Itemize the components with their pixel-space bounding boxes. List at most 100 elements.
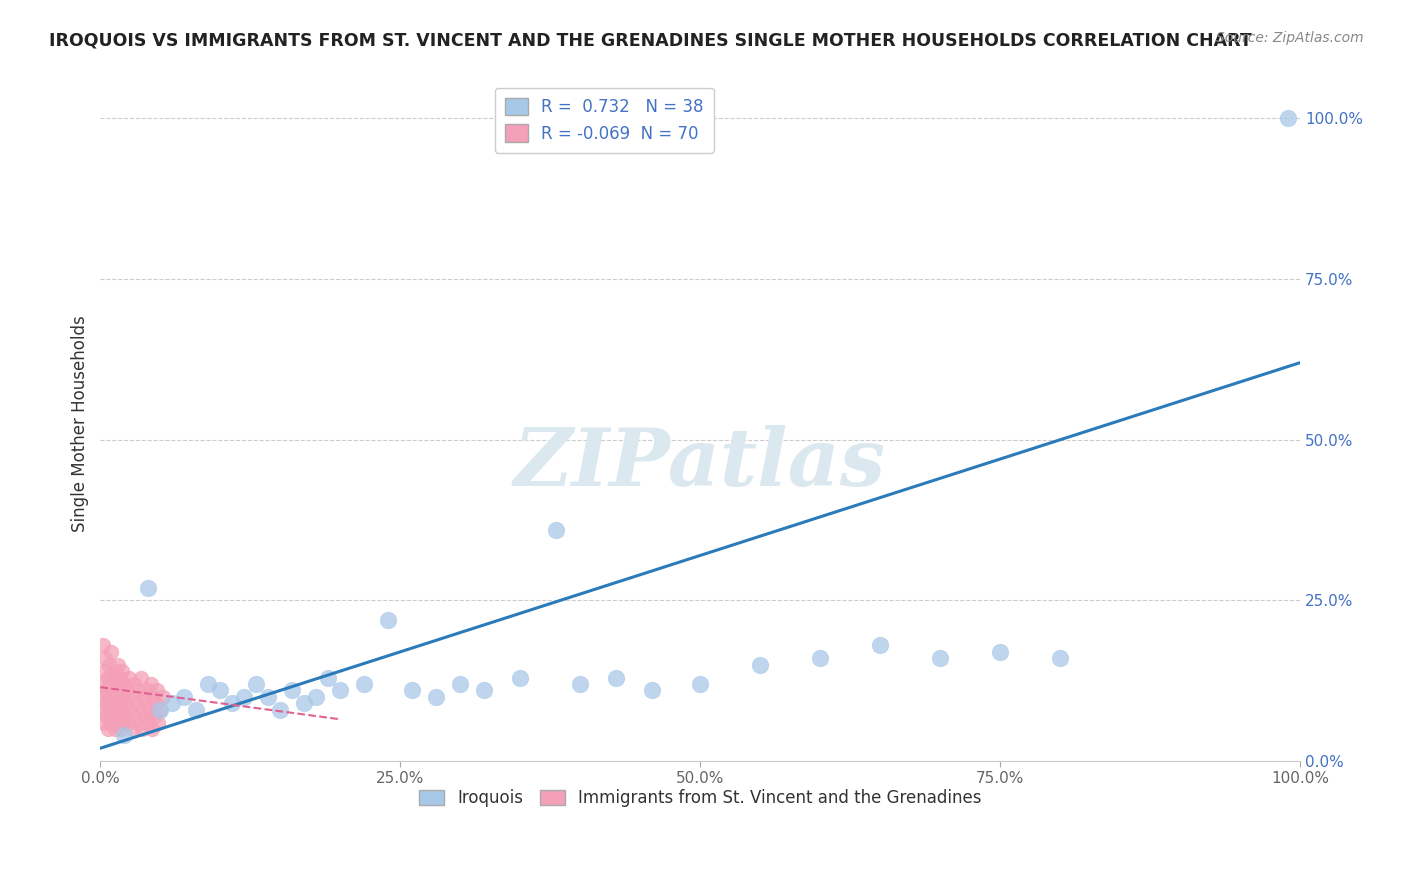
Point	[93, 715, 115, 730]
Point	[449, 677, 471, 691]
Point	[91, 639, 114, 653]
Point	[104, 703, 127, 717]
Point	[103, 683, 125, 698]
Point	[605, 671, 627, 685]
Point	[121, 722, 143, 736]
Point	[104, 722, 127, 736]
Point	[94, 651, 117, 665]
Point	[104, 664, 127, 678]
Point	[112, 715, 135, 730]
Point	[114, 696, 136, 710]
Point	[162, 696, 184, 710]
Point	[173, 690, 195, 704]
Point	[98, 703, 121, 717]
Point	[108, 671, 131, 685]
Point	[209, 683, 232, 698]
Point	[104, 677, 127, 691]
Point	[90, 677, 112, 691]
Point	[112, 728, 135, 742]
Point	[112, 677, 135, 691]
Point	[115, 683, 138, 698]
Point	[94, 696, 117, 710]
Point	[929, 651, 952, 665]
Point	[139, 677, 162, 691]
Point	[97, 657, 120, 672]
Point	[143, 709, 166, 723]
Point	[129, 703, 152, 717]
Point	[641, 683, 664, 698]
Point	[197, 677, 219, 691]
Point	[100, 645, 122, 659]
Point	[281, 683, 304, 698]
Point	[145, 683, 167, 698]
Point	[425, 690, 447, 704]
Point	[509, 671, 531, 685]
Point	[96, 709, 118, 723]
Point	[292, 696, 315, 710]
Point	[96, 722, 118, 736]
Point	[96, 683, 118, 698]
Point	[100, 715, 122, 730]
Point	[377, 613, 399, 627]
Point	[546, 523, 568, 537]
Point	[90, 703, 112, 717]
Point	[138, 581, 160, 595]
Point	[125, 696, 148, 710]
Point	[127, 683, 149, 698]
Point	[110, 683, 132, 698]
Point	[152, 690, 174, 704]
Point	[749, 657, 772, 672]
Point	[120, 703, 142, 717]
Point	[98, 677, 121, 691]
Point	[1049, 651, 1071, 665]
Point	[138, 715, 160, 730]
Point	[97, 690, 120, 704]
Point	[353, 677, 375, 691]
Point	[472, 683, 495, 698]
Point	[142, 690, 165, 704]
Point	[111, 664, 134, 678]
Point	[988, 645, 1011, 659]
Point	[105, 715, 128, 730]
Point	[131, 722, 153, 736]
Text: IROQUOIS VS IMMIGRANTS FROM ST. VINCENT AND THE GRENADINES SINGLE MOTHER HOUSEHO: IROQUOIS VS IMMIGRANTS FROM ST. VINCENT …	[49, 31, 1251, 49]
Point	[122, 677, 145, 691]
Point	[132, 690, 155, 704]
Point	[124, 709, 146, 723]
Point	[112, 709, 135, 723]
Point	[107, 709, 129, 723]
Point	[108, 696, 131, 710]
Point	[96, 671, 118, 685]
Point	[118, 671, 141, 685]
Point	[257, 690, 280, 704]
Legend: Iroquois, Immigrants from St. Vincent and the Grenadines: Iroquois, Immigrants from St. Vincent an…	[412, 782, 988, 814]
Point	[105, 690, 128, 704]
Point	[245, 677, 267, 691]
Point	[112, 690, 135, 704]
Point	[1277, 112, 1299, 126]
Point	[569, 677, 592, 691]
Point	[141, 722, 163, 736]
Point	[107, 657, 129, 672]
Point	[134, 709, 156, 723]
Point	[869, 639, 891, 653]
Y-axis label: Single Mother Households: Single Mother Households	[72, 316, 89, 533]
Point	[689, 677, 711, 691]
Point	[305, 690, 328, 704]
Point	[145, 696, 167, 710]
Point	[138, 703, 160, 717]
Point	[111, 703, 134, 717]
Point	[269, 703, 291, 717]
Point	[233, 690, 256, 704]
Point	[101, 696, 124, 710]
Point	[135, 696, 157, 710]
Point	[221, 696, 243, 710]
Point	[128, 715, 150, 730]
Point	[121, 690, 143, 704]
Point	[186, 703, 208, 717]
Point	[316, 671, 339, 685]
Point	[103, 709, 125, 723]
Point	[93, 664, 115, 678]
Point	[136, 683, 159, 698]
Point	[149, 703, 172, 717]
